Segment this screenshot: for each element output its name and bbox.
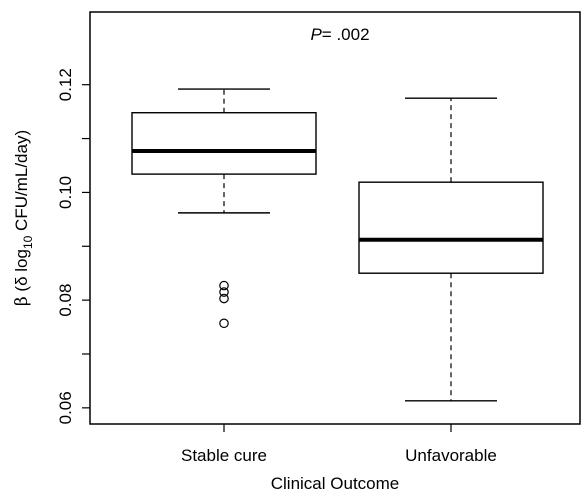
y-axis-title-open: (δ log [12, 249, 31, 296]
x-tick-label: Unfavorable [405, 446, 497, 465]
outlier-point [219, 318, 229, 329]
p-value: = .002 [322, 25, 370, 44]
y-tick-label: 0.12 [56, 68, 75, 101]
p-value-annotation: P= .002 [310, 25, 369, 44]
outlier-point [219, 293, 229, 304]
box-stable-cure [131, 88, 317, 329]
box-unfavorable [358, 97, 544, 402]
y-tick-label: 0.10 [56, 176, 75, 209]
outlier-point [219, 280, 229, 291]
y-tick-label: 0.06 [56, 391, 75, 424]
iqr-box [358, 181, 544, 274]
y-axis-title-greek: β [12, 296, 32, 306]
plot-frame [89, 11, 581, 425]
y-axis-title-subscript: 10 [21, 235, 35, 249]
boxes [131, 88, 544, 402]
y-tick-label: 0.08 [56, 284, 75, 317]
x-axis: Stable cure Unfavorable [181, 424, 497, 465]
x-tick-label: Stable cure [181, 446, 267, 465]
outlier-point [219, 287, 229, 297]
x-axis-title: Clinical Outcome [271, 474, 400, 493]
y-axis: 0.06 0.08 0.10 0.12 [56, 68, 90, 424]
p-label: P [310, 25, 322, 44]
y-axis-title: β (δ log10 CFU/mL/day) [12, 130, 35, 306]
y-axis-title-rest: CFU/mL/day) [12, 130, 31, 236]
iqr-box [131, 112, 317, 175]
